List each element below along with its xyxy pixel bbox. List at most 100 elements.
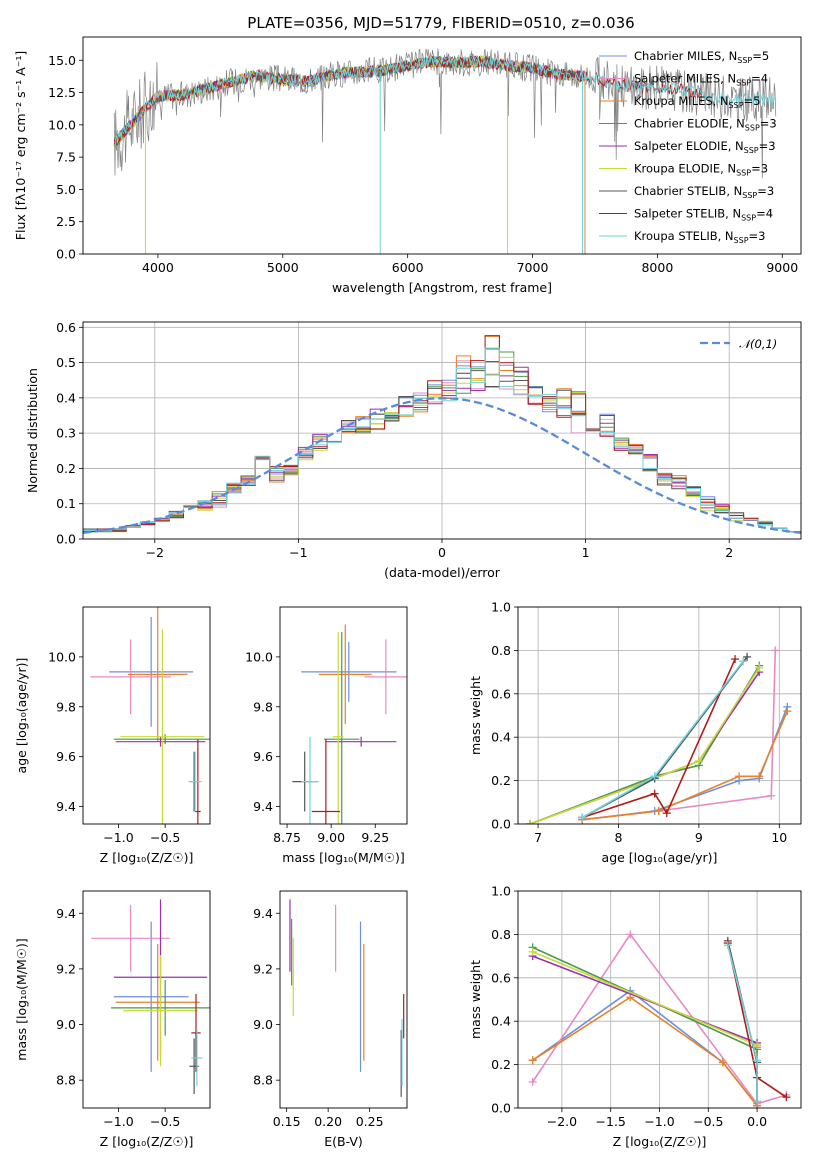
errorbar-chabrier_elodie — [113, 734, 210, 745]
panel-weight_vs_age: 7 8 9 10 0.0 0.2 0.4 0.6 0.8 1.0 age [log₁₀(age/yr… — [468, 600, 802, 865]
mass_vs_Z-plot-area — [91, 899, 210, 1095]
x-axis-label: wavelength [Angstrom, rest frame] — [332, 280, 552, 295]
weight-point-salpeter_miles — [767, 791, 776, 800]
observed-spectrum-line — [113, 48, 777, 179]
weight-point-salpeter_miles — [626, 930, 635, 939]
weight-line-kroupa_stelib — [727, 945, 758, 1102]
weight-point-kroupa_stelib — [739, 657, 748, 666]
weight-point-kroupa_miles — [735, 772, 744, 781]
x-tick-label: −0.5 — [150, 1114, 180, 1129]
errorbar-salpeter_miles — [91, 904, 170, 972]
x-tick-label: 1 — [582, 545, 590, 560]
errorbar-kroupa_elodie — [123, 954, 198, 1067]
y-tick-label: 9.4 — [56, 799, 76, 814]
errorbar-salpeter_elodie — [115, 736, 206, 747]
x-tick-label: 9000 — [766, 260, 798, 275]
errorbar-kroupa_stelib — [301, 736, 319, 824]
x-tick-label: 6000 — [392, 260, 424, 275]
x-tick-label: 0.15 — [273, 1114, 301, 1129]
weight-point-kroupa_miles — [783, 707, 792, 716]
y-tick-label: 9.2 — [56, 961, 76, 976]
weight-point-salpeter_stelib — [782, 1093, 791, 1102]
normal-curve — [83, 397, 801, 534]
x-tick-label: −1.0 — [103, 1114, 133, 1129]
errorbar-kroupa_stelib — [191, 1030, 203, 1086]
y-tick-label: 0.3 — [56, 426, 76, 441]
errorbar-kroupa_elodie — [332, 631, 344, 824]
x-tick-label: 0.25 — [356, 1114, 384, 1129]
y-tick-label: 15.0 — [48, 53, 76, 68]
x-tick-label: 0.20 — [314, 1114, 342, 1129]
legend-label-kroupa_miles: Kroupa MILES, NSSP=5 — [634, 94, 760, 110]
weight-point-salpeter_stelib — [662, 809, 671, 818]
age_vs_Z-plot-area — [90, 607, 210, 824]
panel-spectrum: 4000 5000 6000 7000 8000 9000 0.0 2.5 5.0 7.5 10.0… — [13, 36, 802, 295]
panel-age_vs_Z: −1.0 −0.5 9.4 9.6 9.8 10.0 Z [log₁₀(Z/Z☉)] age … — [14, 606, 211, 865]
figure-title: PLATE=0356, MJD=51779, FIBERID=0510, z=0… — [247, 14, 634, 32]
panel-age_vs_mass: 8.75 9.00 9.25 9.4 9.6 9.8 10.0 mass [log₁₀(M/M… — [245, 606, 408, 865]
y-tick-label: 10.0 — [48, 117, 76, 132]
weight-point-salpeter_stelib — [650, 789, 659, 798]
axes-frame — [82, 890, 211, 1109]
x-tick-label: 9.00 — [317, 830, 345, 845]
errorbar-kroupa_miles — [318, 624, 372, 725]
weight-line-kroupa_miles — [532, 996, 758, 1108]
y-tick-label: 9.4 — [56, 906, 76, 921]
y-tick-label: 0.0 — [491, 1101, 511, 1116]
weight-point-chabrier_stelib — [743, 652, 752, 661]
legend-label-chabrier_elodie: Chabrier ELODIE, NSSP=3 — [634, 117, 777, 133]
mass_vs_ebv-plot-area — [289, 899, 405, 1097]
weight-line-salpeter_stelib — [582, 658, 736, 819]
x-tick-label: −0.5 — [150, 830, 180, 845]
x-axis-label: mass [log₁₀(M/M☉)] — [282, 850, 404, 865]
axes-frame — [517, 606, 802, 825]
errorbar-kroupa_elodie — [120, 629, 205, 824]
y-tick-label: 10.0 — [48, 649, 76, 664]
panel-weight_vs_Z: −2.0 −1.5 −1.0 −0.5 0.0 0.0 0.2 0.4 0.6 0.8 1.0 Z [… — [468, 884, 802, 1149]
weight-point-kroupa_stelib — [753, 1097, 762, 1106]
y-tick-label: 9.0 — [253, 1017, 273, 1032]
legend-label-normal: 𝒩(0,1) — [739, 337, 777, 351]
axes-frame — [279, 890, 408, 1109]
y-tick-label: 10.0 — [245, 649, 273, 664]
weight_vs_age-plot-area — [518, 607, 801, 824]
errorbar-kroupa_miles — [127, 607, 188, 742]
x-tick-label: −1.5 — [596, 1114, 626, 1129]
weight-point-salpeter_stelib — [731, 655, 740, 664]
weight-line-salpeter_elodie — [532, 955, 758, 1044]
weight-point-kroupa_stelib — [723, 941, 732, 950]
weight-line-salpeter_elodie — [529, 671, 760, 824]
errorbar-salpeter_stelib — [195, 739, 201, 824]
y-tick-label: 0.6 — [491, 686, 511, 701]
errorbar-chabrier_miles — [113, 921, 189, 1072]
y-tick-label: 0.6 — [491, 970, 511, 985]
errorbar-kroupa_miles — [115, 943, 200, 1061]
spectrum-plot-area — [113, 48, 777, 254]
y-tick-label: 0.4 — [491, 730, 511, 745]
y-tick-label: 8.8 — [56, 1073, 76, 1088]
panel-residuals: −2 −1 0 1 2 0.0 0.1 0.2 0.3 0.4 0.5 0.6 (data-model)… — [25, 320, 802, 580]
axes-frame — [517, 890, 802, 1109]
legend-label-chabrier_miles: Chabrier MILES, NSSP=5 — [634, 49, 769, 65]
spectrum-legend: Chabrier MILES, NSSP=5 Salpeter MILES, NS… — [599, 49, 777, 245]
y-tick-label: 9.0 — [56, 1017, 76, 1032]
model-spectrum-salpeter_stelib — [113, 55, 702, 145]
weight-line-kroupa_elodie — [532, 951, 758, 1046]
panel-mass_vs_Z: −1.0 −0.5 8.8 9.0 9.2 9.4 Z [log₁₀(Z/Z☉)] mass … — [14, 890, 211, 1149]
x-tick-label: 4000 — [142, 260, 174, 275]
y-tick-label: 0.4 — [56, 390, 76, 405]
x-tick-label: 0 — [438, 545, 446, 560]
axes-frame — [279, 606, 408, 825]
x-axis-label: (data-model)/error — [384, 565, 501, 580]
y-tick-label: 0.2 — [56, 461, 76, 476]
x-tick-label: 9 — [695, 830, 703, 845]
x-tick-label: 5000 — [267, 260, 299, 275]
x-axis-label: Z [log₁₀(Z/Z☉)] — [613, 1134, 707, 1149]
x-tick-label: −2 — [146, 545, 164, 560]
errorbar-salpeter_elodie — [325, 736, 397, 747]
y-axis-label: Normed distribution — [25, 368, 40, 493]
y-tick-label: 8.8 — [253, 1073, 273, 1088]
y-tick-label: 9.4 — [253, 906, 273, 921]
axes-frame — [82, 36, 802, 255]
